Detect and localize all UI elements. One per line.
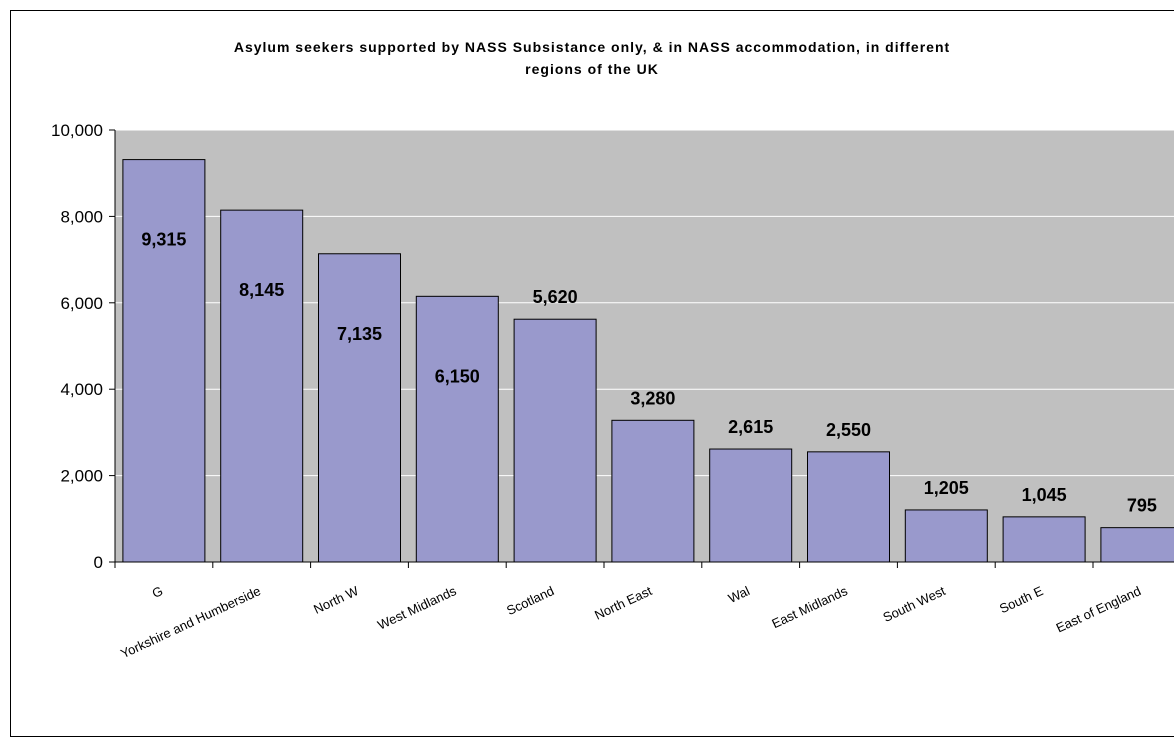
value-label: 5,620 (533, 287, 578, 307)
chart-title: Asylum seekers supported by NASS Subsist… (233, 39, 951, 77)
bar (318, 253, 401, 563)
value-label: 1,205 (924, 478, 969, 498)
bar (513, 318, 597, 563)
value-label: 1,045 (1022, 485, 1067, 505)
bar (709, 448, 793, 563)
value-label: 2,550 (826, 420, 871, 440)
bar (220, 209, 304, 563)
y-tick-label: 6,000 (60, 294, 103, 313)
bar (807, 451, 890, 563)
bar (415, 295, 499, 563)
value-label: 2,615 (728, 417, 773, 437)
y-tick-label: 0 (94, 553, 103, 572)
value-label: 3,280 (630, 388, 675, 408)
value-label: 6,150 (435, 366, 480, 386)
y-tick-label: 8,000 (60, 207, 103, 226)
bar (904, 509, 988, 563)
y-tick-label: 10,000 (51, 121, 103, 140)
bar (1002, 516, 1086, 563)
bar (611, 419, 695, 563)
value-label: 795 (1127, 496, 1157, 516)
bar (122, 159, 206, 563)
value-label: 7,135 (337, 324, 382, 344)
y-tick-label: 2,000 (60, 467, 103, 486)
bar (1100, 527, 1174, 563)
plot: 02,0004,0006,0008,00010,000G9,315Yorkshi… (51, 121, 1174, 661)
value-label: 9,315 (141, 230, 186, 250)
value-label: 8,145 (239, 280, 284, 300)
y-tick-label: 4,000 (60, 380, 103, 399)
